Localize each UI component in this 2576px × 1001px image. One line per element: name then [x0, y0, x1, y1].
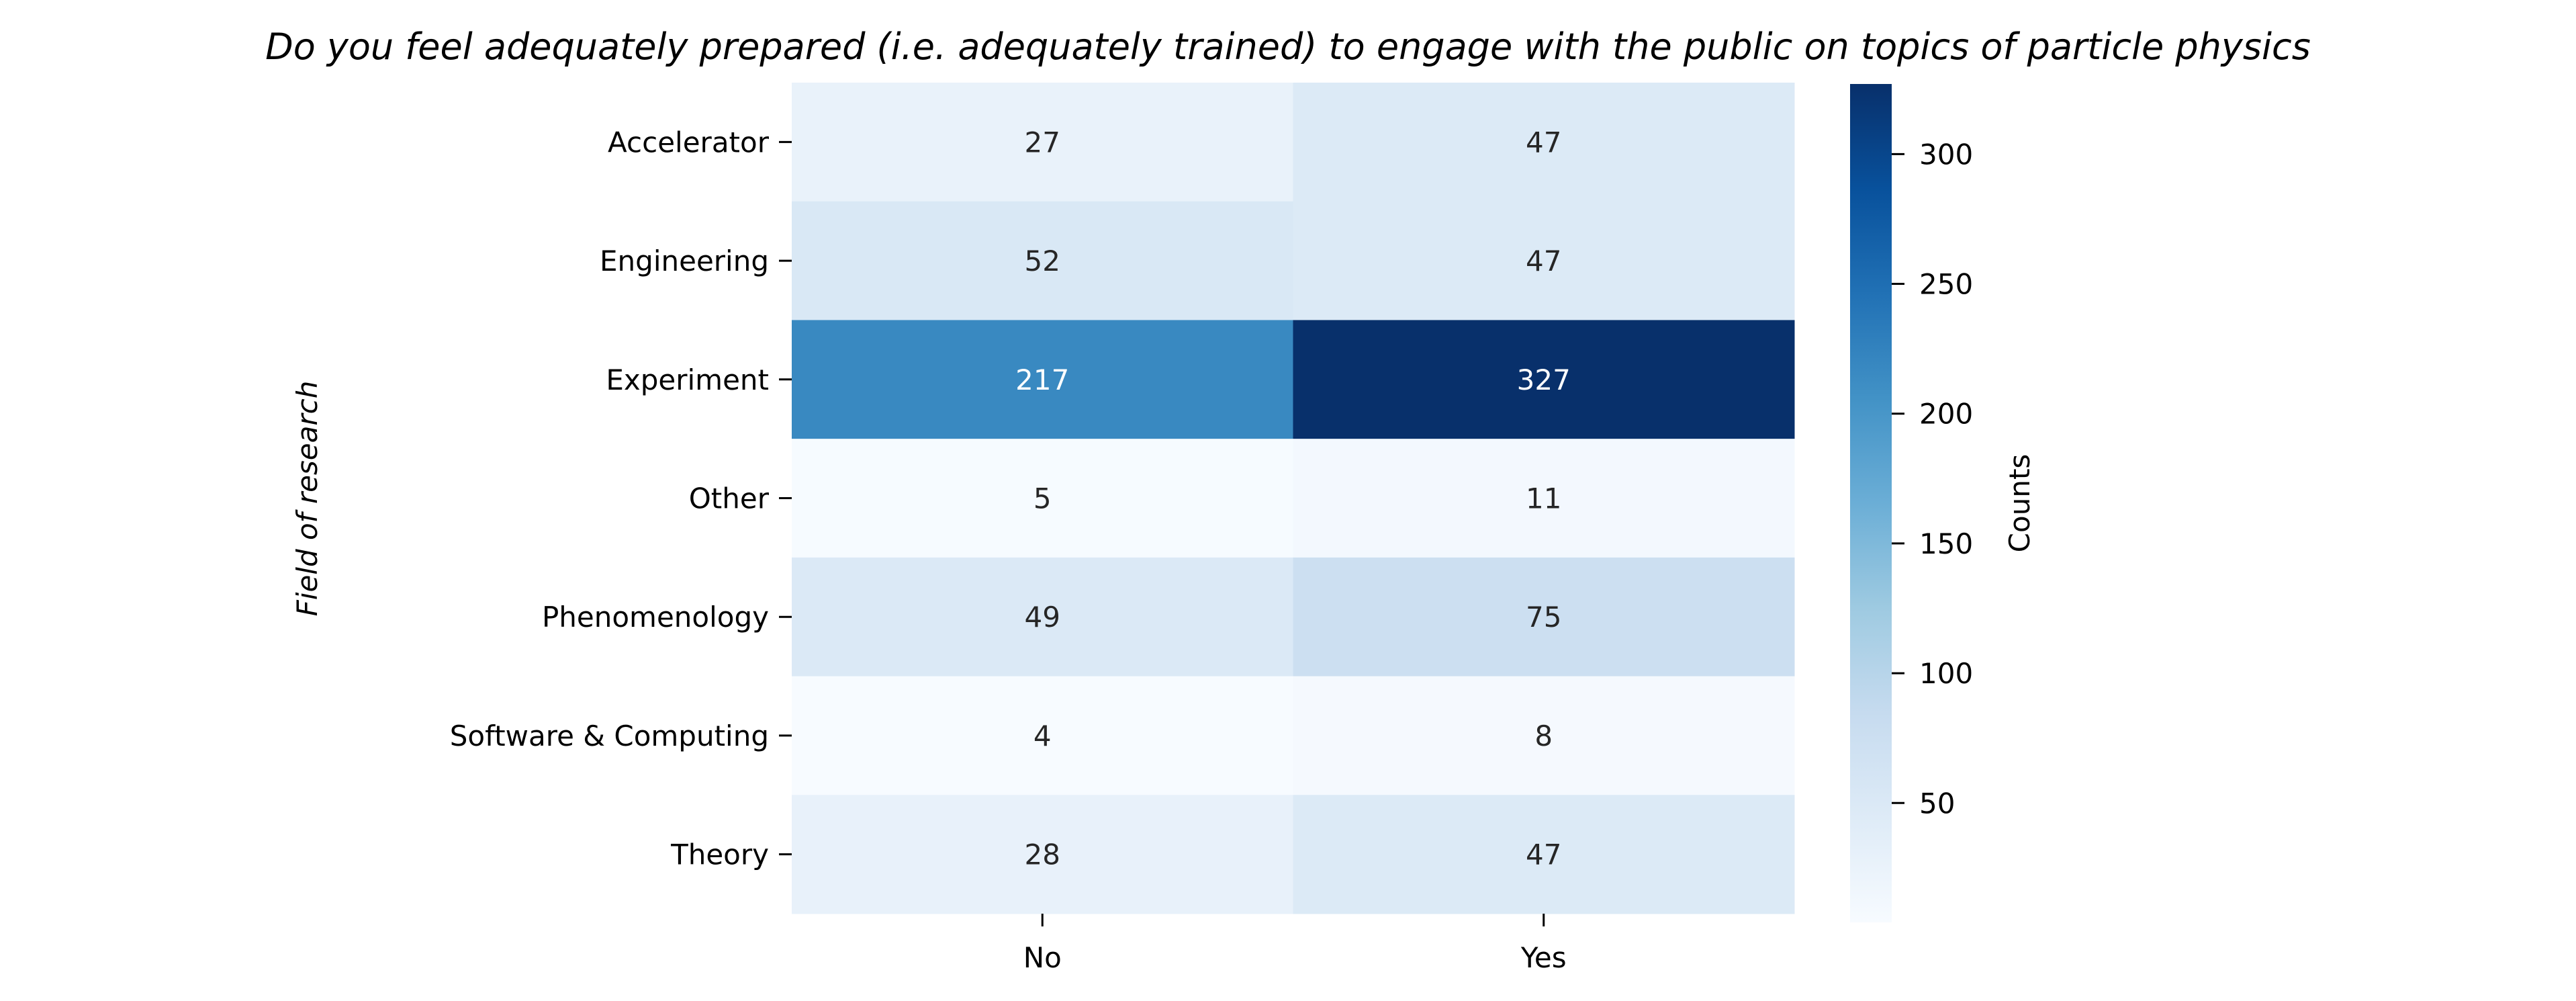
heatmap-cell — [792, 201, 1293, 320]
y-tick-label: Phenomenology — [542, 601, 769, 634]
heatmap-cell — [792, 320, 1293, 439]
colorbar-tick-label: 200 — [1919, 398, 1973, 431]
cell-value-label: 11 — [1526, 482, 1561, 515]
cell-value-label: 75 — [1526, 601, 1561, 634]
cell-value-label: 28 — [1025, 838, 1060, 871]
heatmap-cell — [792, 795, 1293, 914]
heatmap-cell — [792, 83, 1293, 202]
y-axis-label: Field of research — [291, 381, 324, 617]
heatmap-cell — [1293, 83, 1795, 202]
cell-value-label: 8 — [1534, 720, 1553, 752]
cell-value-label: 327 — [1517, 363, 1571, 396]
y-axis-ticks: Accelerator Engineering Experiment Other Phe… — [450, 126, 792, 871]
cell-value-label: 47 — [1526, 245, 1561, 277]
colorbar — [1850, 84, 1892, 922]
cell-value-label: 5 — [1033, 482, 1052, 515]
heatmap-cell — [1293, 557, 1795, 677]
heatmap-cell — [1293, 201, 1795, 320]
colorbar-tick-label: 300 — [1919, 138, 1973, 171]
chart-title: Do you feel adequately prepared (i.e. ad… — [265, 26, 2311, 68]
cell-value-label: 217 — [1015, 363, 1069, 396]
y-tick-label: Engineering — [600, 245, 769, 277]
y-tick-label: Experiment — [606, 363, 769, 396]
heatmap-cell — [792, 557, 1293, 677]
cell-value-label: 47 — [1526, 838, 1561, 871]
heatmap-cell — [1293, 439, 1795, 558]
heatmap-cell — [1293, 795, 1795, 914]
x-tick-label: Yes — [1520, 941, 1567, 974]
cell-value-label: 27 — [1025, 126, 1060, 159]
colorbar-label: Counts — [2003, 454, 2036, 553]
heatmap-cell — [1293, 676, 1795, 795]
y-tick-label: Other — [689, 482, 770, 515]
colorbar-ticks: 50 100 150 200 250 300 — [1892, 138, 1973, 820]
heatmap-cell — [792, 676, 1293, 795]
heatmap-cells: 27 47 52 47 217 327 5 11 49 75 4 8 28 47 — [792, 83, 1795, 914]
colorbar-tick-label: 150 — [1919, 527, 1973, 560]
cell-value-label: 52 — [1025, 245, 1060, 277]
heatmap-cell — [1293, 320, 1795, 439]
colorbar-tick-label: 250 — [1919, 268, 1973, 301]
x-axis-ticks: No Yes — [1023, 914, 1567, 974]
heatmap-cell — [792, 439, 1293, 558]
y-tick-label: Theory — [670, 838, 769, 871]
x-tick-label: No — [1023, 941, 1062, 974]
colorbar-tick-label: 100 — [1919, 657, 1973, 690]
y-tick-label: Software & Computing — [450, 720, 769, 752]
colorbar-tick-label: 50 — [1919, 787, 1955, 820]
cell-value-label: 49 — [1025, 601, 1060, 634]
cell-value-label: 47 — [1526, 126, 1561, 159]
y-tick-label: Accelerator — [608, 126, 770, 159]
cell-value-label: 4 — [1033, 720, 1052, 752]
